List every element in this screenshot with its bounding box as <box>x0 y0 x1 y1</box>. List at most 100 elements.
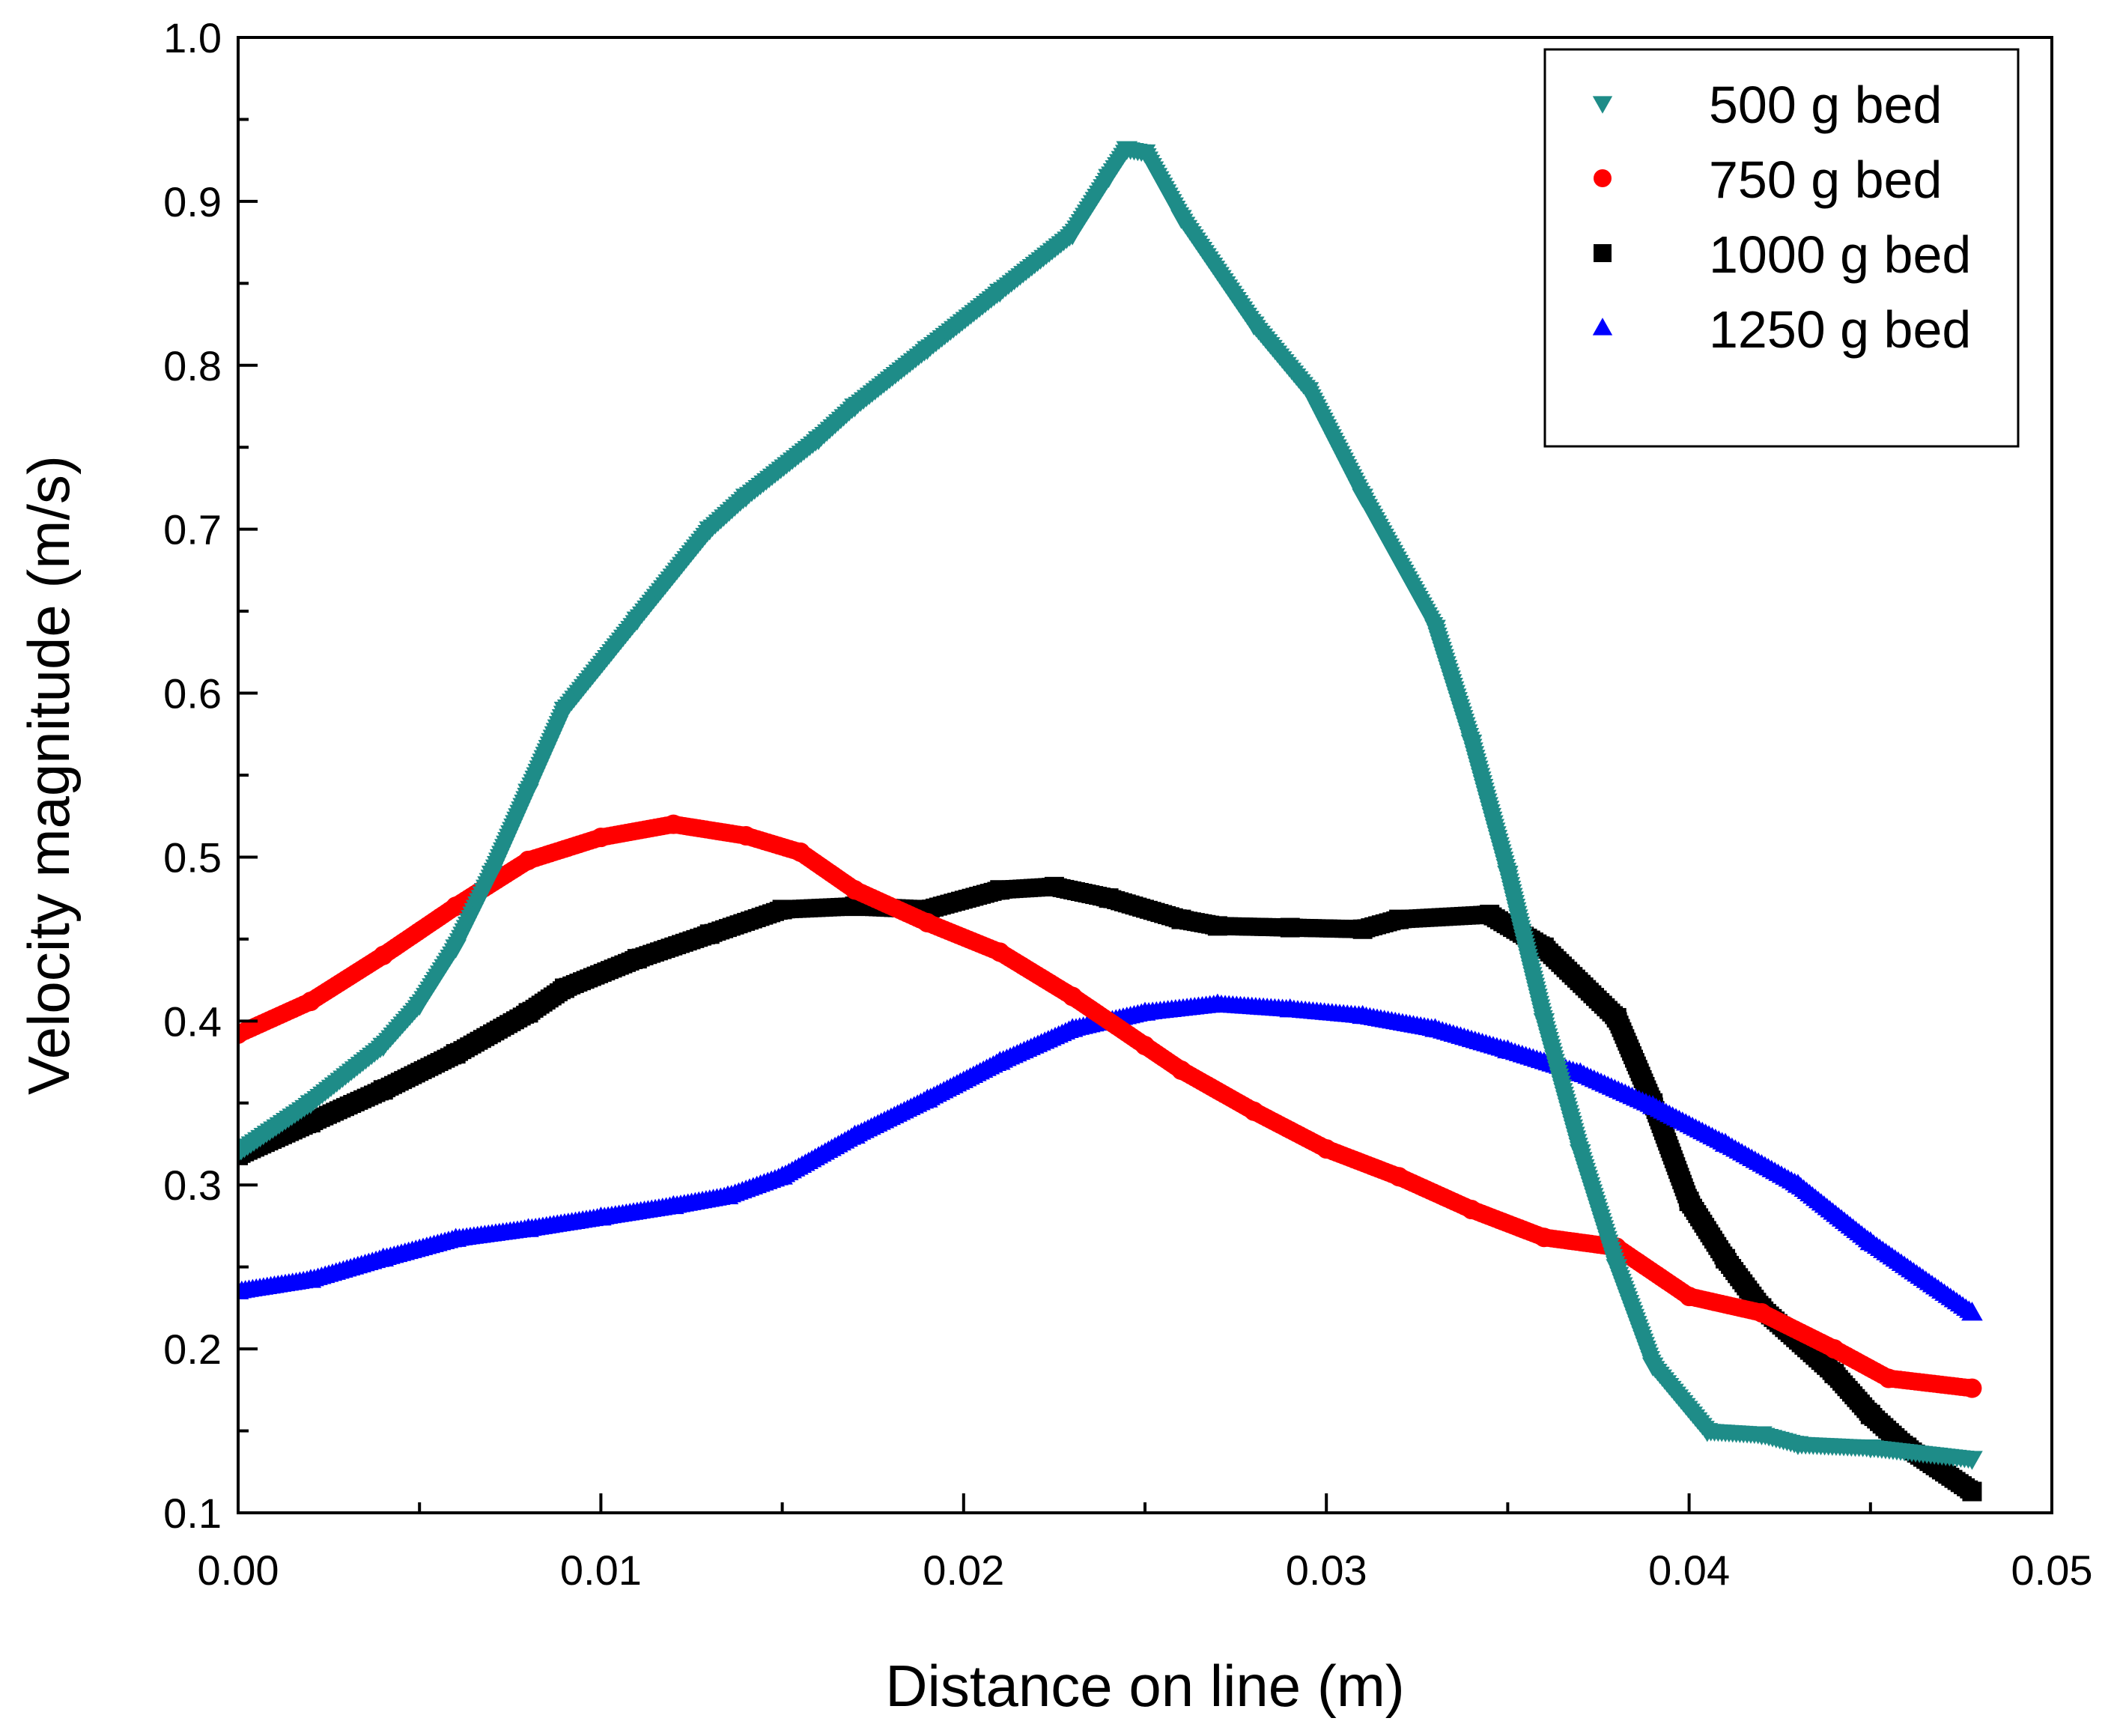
data-point <box>1962 1481 1982 1502</box>
data-point <box>1824 1339 1844 1359</box>
x-tick-label: 0.00 <box>198 1547 279 1594</box>
data-point <box>1480 905 1500 925</box>
data-point <box>917 1088 938 1108</box>
data-point <box>1606 1007 1626 1028</box>
data-point <box>1280 917 1300 938</box>
series-1000-g-bed <box>238 876 1982 1502</box>
data-point <box>1679 1192 1699 1212</box>
data-point <box>990 880 1010 900</box>
data-point <box>446 1044 466 1064</box>
data-point <box>1679 1287 1699 1307</box>
data-point <box>1352 1004 1373 1025</box>
data-point <box>790 842 810 862</box>
data-point <box>373 945 393 965</box>
data-point <box>1316 1139 1337 1159</box>
data-point <box>1696 1423 1719 1442</box>
data-point <box>1243 316 1265 336</box>
data-point <box>445 939 467 959</box>
data-point <box>1824 1363 1844 1383</box>
data-point <box>627 949 647 969</box>
data-point <box>1752 1302 1772 1323</box>
x-tick-label: 0.03 <box>1286 1547 1367 1594</box>
data-point <box>1352 919 1373 939</box>
data-point <box>1170 210 1192 229</box>
data-point <box>1534 1227 1554 1248</box>
data-point <box>238 1280 249 1299</box>
data-point <box>1714 1132 1737 1152</box>
data-point <box>1859 1439 1882 1459</box>
data-point <box>1961 1302 1983 1321</box>
data-point <box>1569 1062 1591 1081</box>
data-point <box>736 825 756 846</box>
data-point <box>1860 1404 1880 1424</box>
data-point <box>917 913 938 932</box>
data-point <box>1879 1368 1899 1389</box>
y-tick-label: 0.3 <box>163 1162 222 1209</box>
data-point <box>1641 1095 1664 1114</box>
y-tick-label: 0.1 <box>163 1490 222 1537</box>
data-point <box>1641 1357 1664 1377</box>
data-point <box>1244 1101 1264 1121</box>
x-tick-label: 0.02 <box>923 1547 1004 1594</box>
y-tick-label: 0.6 <box>163 670 222 717</box>
data-point <box>1135 1036 1155 1056</box>
legend-marker <box>1592 318 1613 336</box>
data-point <box>1389 1167 1409 1187</box>
data-point <box>1061 1018 1084 1037</box>
data-point <box>590 1207 612 1226</box>
legend-marker <box>1592 96 1613 114</box>
data-point <box>1279 998 1301 1018</box>
data-point <box>735 488 757 508</box>
legend-box <box>1543 48 2020 448</box>
data-point <box>1497 1039 1519 1059</box>
data-point <box>300 1095 322 1114</box>
data-point <box>1171 1060 1191 1080</box>
data-point <box>1044 876 1064 896</box>
data-point <box>238 1144 249 1164</box>
data-point <box>300 992 321 1012</box>
data-point <box>1171 909 1191 929</box>
y-tick-label: 0.8 <box>163 342 222 389</box>
data-point <box>717 1185 739 1204</box>
data-point <box>1787 1436 1809 1456</box>
data-point <box>1859 1230 1882 1251</box>
data-point <box>844 1124 866 1144</box>
data-point <box>445 1227 467 1247</box>
legend: 500 g bed 750 g bed 1000 g bed 1250 g bed <box>1543 48 2020 448</box>
data-point <box>372 1247 395 1267</box>
data-point <box>1787 1174 1809 1193</box>
data-point <box>591 828 611 848</box>
data-point <box>1460 734 1483 754</box>
data-point <box>990 942 1010 962</box>
data-point <box>1352 488 1373 508</box>
y-tick-label: 0.2 <box>163 1326 222 1373</box>
data-point <box>699 521 721 541</box>
y-tick-label: 0.5 <box>163 834 222 881</box>
data-point <box>300 1269 322 1288</box>
x-tick-label: 0.01 <box>560 1547 642 1594</box>
data-point <box>1206 993 1229 1013</box>
y-tick-label: 0.4 <box>163 998 222 1045</box>
data-point <box>1751 1426 1773 1445</box>
data-point <box>553 702 576 721</box>
data-point <box>845 880 865 900</box>
data-point <box>1099 888 1119 908</box>
data-point <box>1461 1200 1481 1220</box>
data-point <box>481 865 503 885</box>
x-tick-label: 0.05 <box>2011 1547 2093 1594</box>
legend-label: 750 g bed <box>1709 151 1942 209</box>
x-axis: 0.00 0.01 0.02 0.03 0.04 0.05 <box>198 1493 2093 1594</box>
y-axis-label: Velocity magnitude (m/s) <box>16 455 82 1095</box>
data-point <box>1606 1259 1628 1278</box>
data-point <box>372 1037 395 1057</box>
y-tick-label: 0.9 <box>163 178 222 225</box>
data-point <box>771 1165 793 1185</box>
data-point <box>238 1024 248 1044</box>
x-tick-label: 0.04 <box>1648 1547 1730 1594</box>
data-point <box>1116 141 1138 160</box>
data-point <box>626 611 649 631</box>
legend-entry-750-g-bed: 750 g bed <box>1594 151 1942 209</box>
data-point <box>1533 1013 1555 1033</box>
data-point <box>408 997 431 1016</box>
